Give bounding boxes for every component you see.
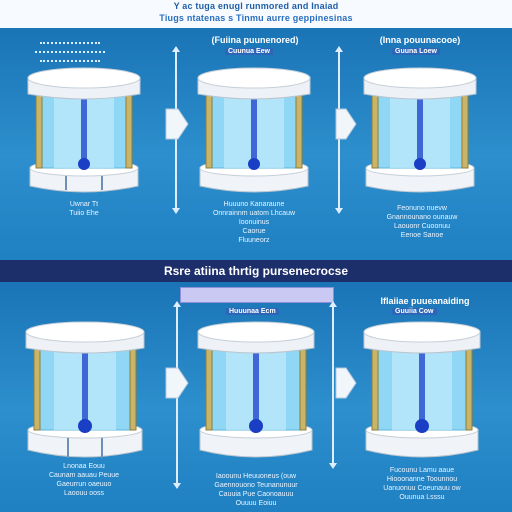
bottom-caption-1: Lnonaa Eouu Caunam aauau Peuue Gaeurrun … <box>24 462 144 498</box>
caption-line: Ouunua Lsssu <box>399 494 445 501</box>
caption-line: Caorue <box>242 228 266 235</box>
caption-line: Feonuno nuevw <box>397 205 447 212</box>
top-caption-1: Uwnar Tt Tuiio Ehe <box>24 200 144 218</box>
top-flow-arrow-2 <box>335 108 357 140</box>
caption-line: Laouonr Cuoonuu <box>393 223 451 230</box>
header-strip: Y ac tuga enugl runmored and Inaiad Tiug… <box>0 0 512 28</box>
bottom-flow-arrow-1 <box>165 367 189 399</box>
top-right-tag: Guuna Loew <box>392 48 440 55</box>
top-cylinder-2 <box>197 67 311 193</box>
bottom-right-label: Iflaiiae puueanaiding <box>380 296 470 306</box>
header-subtitle: Tiugs ntatenas s Tinmu aurre geppinesina… <box>159 13 353 23</box>
top-cylinder-3 <box>363 67 477 193</box>
bottom-flow-arrow-2 <box>335 367 357 399</box>
bottom-cylinder-2 <box>197 321 315 458</box>
top-caption-3: Feonuno nuevw Gnannounano ounauw Laouonr… <box>362 204 482 240</box>
caption-line: Lnonaa Eouu <box>63 463 105 470</box>
caption-line: Ouuuu Eoiuu <box>235 500 277 507</box>
top-left-mini-caption <box>20 42 120 65</box>
top-cylinder-1 <box>27 67 141 193</box>
bottom-cylinder-1 <box>25 321 145 458</box>
bottom-center-tag: Huuunaa Ecm <box>226 308 279 315</box>
caption-line: Tuiio Ehe <box>69 210 99 217</box>
caption-line: Ioonuinus <box>238 219 270 226</box>
caption-line: Hiooonanne Toounnou <box>386 476 458 483</box>
caption-line: Eenoe Sanoe <box>400 232 444 239</box>
caption-line: Uwnar Tt <box>69 201 99 208</box>
caption-line: Caunam aauau Peuue <box>48 472 120 479</box>
caption-line: Iaoounu Heuuoneus (ouw <box>215 473 297 480</box>
caption-line: Huuuno Kanaraune <box>223 201 285 208</box>
bottom-right-tag: Guuiia Cow <box>392 308 437 315</box>
top-flow-arrow-1 <box>165 108 189 140</box>
caption-line: Gaennouono Teunanunuur <box>214 482 298 489</box>
top-center-label: (Fuiina puunenored) <box>211 35 299 45</box>
header-title: Y ac tuga enugl runmored and Inaiad <box>173 1 339 11</box>
caption-line: Laoouu ooss <box>63 490 105 497</box>
caption-line: Fucounu Lamu aaue <box>389 467 455 474</box>
caption-line: Cauuia Pue Caonoauuu <box>218 491 294 498</box>
caption-line: Gnannounano ounauw <box>386 214 458 221</box>
divider-title: Rsre atiina thrtig pursenecrocse <box>163 264 349 278</box>
top-center-tag: Cuunua Eew <box>225 48 274 55</box>
top-right-label: (Inna pouunacooe) <box>379 35 461 45</box>
caption-line: Fluuneorz <box>238 237 270 244</box>
caption-line: Uanuonuu Coeunauu ow <box>383 485 461 492</box>
top-caption-2: Huuuno Kanaraune Onnrainnm uatom Lhcauw … <box>194 200 314 245</box>
bottom-banner <box>180 287 334 303</box>
bottom-vertical-arrow-right <box>329 301 337 469</box>
bottom-caption-2: Iaoounu Heuuoneus (ouw Gaennouono Teunan… <box>196 472 316 508</box>
bottom-cylinder-3 <box>363 321 481 458</box>
caption-line: Onnrainnm uatom Lhcauw <box>212 210 296 217</box>
bottom-caption-3: Fucounu Lamu aaue Hiooonanne Toounnou Ua… <box>362 466 482 502</box>
caption-line: Gaeurrun oaeuuo <box>56 481 112 488</box>
section-divider: Rsre atiina thrtig pursenecrocse <box>0 260 512 282</box>
